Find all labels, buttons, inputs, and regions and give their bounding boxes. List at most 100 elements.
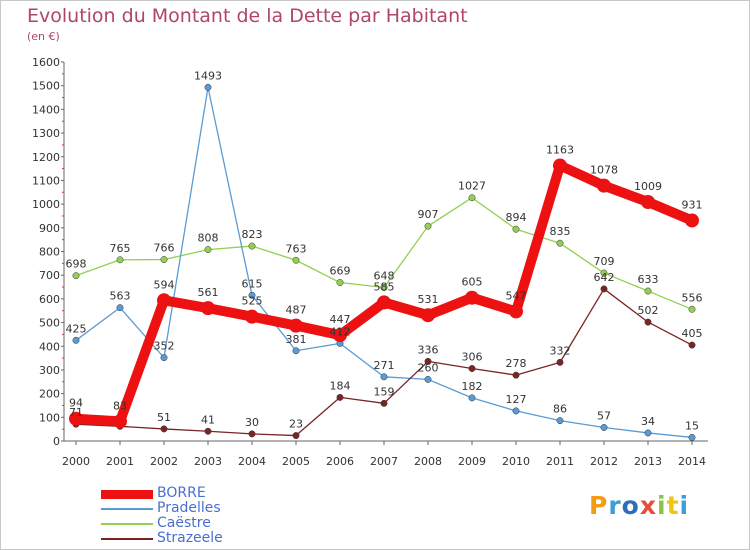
data-label-pradelles: 271 [374, 359, 395, 372]
data-label-pradelles: 615 [242, 277, 263, 290]
data-label-caëstre: 633 [638, 273, 659, 286]
data-label-strazeele: 184 [330, 379, 351, 392]
data-label-strazeele: 23 [289, 418, 303, 431]
chart-unit: (en €) [27, 30, 60, 43]
series-layer [69, 83, 699, 441]
data-label-strazeele: 71 [69, 406, 83, 419]
x-tick-label: 2000 [62, 455, 90, 468]
legend-swatch [101, 538, 153, 540]
logo-letter: i [657, 491, 667, 520]
y-tick-label: 200 [39, 388, 60, 401]
legend-swatch [101, 489, 153, 499]
data-point-borre [553, 158, 567, 173]
y-tick-label: 0 [53, 435, 60, 448]
data-label-caëstre: 556 [682, 291, 703, 304]
x-tick-label: 2005 [282, 455, 310, 468]
data-point-pradelles [72, 336, 80, 344]
data-point-strazeele [512, 371, 520, 379]
data-label-borre: 605 [462, 276, 483, 289]
data-label-borre: 447 [330, 313, 351, 326]
data-label-caëstre: 648 [374, 270, 395, 283]
data-point-caëstre [292, 256, 300, 264]
data-point-pradelles [116, 304, 124, 312]
data-label-caëstre: 698 [66, 258, 87, 271]
y-tick-label: 300 [39, 364, 60, 377]
data-point-caëstre [556, 239, 564, 247]
data-label-borre: 83 [113, 399, 127, 412]
data-label-pradelles: 1493 [194, 69, 222, 82]
data-label-borre: 487 [286, 304, 307, 317]
y-tick-label: 500 [39, 317, 60, 330]
data-point-pradelles [160, 354, 168, 362]
data-point-pradelles [644, 429, 652, 437]
data-point-pradelles [468, 394, 476, 402]
data-label-pradelles: 127 [506, 393, 527, 406]
data-point-borre [245, 309, 259, 324]
data-point-pradelles [380, 373, 388, 381]
data-point-strazeele [600, 285, 608, 293]
data-label-borre: 547 [506, 289, 527, 302]
x-tick-label: 2010 [502, 455, 530, 468]
data-label-caëstre: 766 [154, 242, 175, 255]
data-label-caëstre: 894 [506, 211, 527, 224]
y-tick-label: 700 [39, 269, 60, 282]
y-tick-label: 1300 [32, 127, 60, 140]
data-label-strazeele: 405 [682, 327, 703, 340]
data-label-borre: 931 [682, 198, 703, 211]
data-label-pradelles: 57 [597, 409, 611, 422]
data-point-borre [113, 414, 127, 429]
x-tick-label: 2012 [590, 455, 618, 468]
logo-letter: i [679, 491, 690, 520]
data-point-caëstre [160, 256, 168, 264]
data-label-borre: 525 [242, 295, 263, 308]
x-tick-label: 2013 [634, 455, 662, 468]
data-label-strazeele: 336 [418, 343, 439, 356]
data-label-caëstre: 907 [418, 208, 439, 221]
data-label-pradelles: 34 [641, 415, 655, 428]
data-labels: 94 83 594 561 525 487 447 585 531 605 547 1163 1078 1… [66, 69, 703, 432]
axes: 0 100 200 300 400 500 600 700 800 900 1000 1100 1200… [32, 56, 708, 468]
data-label-borre: 531 [418, 293, 439, 306]
data-point-borre [69, 411, 83, 426]
data-point-borre [289, 318, 303, 333]
y-tick-label: 100 [39, 411, 60, 424]
logo-letter: P [589, 491, 609, 520]
data-label-strazeele: 30 [245, 416, 259, 429]
x-tick-label: 2004 [238, 455, 266, 468]
data-label-caëstre: 835 [550, 225, 571, 238]
data-point-borre [509, 304, 523, 319]
data-label-pradelles: 182 [462, 380, 483, 393]
data-point-pradelles [556, 417, 564, 425]
data-label-pradelles: 15 [685, 419, 699, 432]
data-label-caëstre: 1027 [458, 180, 486, 193]
data-point-pradelles [248, 291, 256, 299]
data-label-borre: 561 [198, 286, 219, 299]
data-label-pradelles: 260 [418, 361, 439, 374]
data-point-caëstre [644, 287, 652, 295]
data-label-pradelles: 86 [553, 403, 567, 416]
data-point-borre [201, 301, 215, 316]
x-tick-label: 2001 [106, 455, 134, 468]
y-tick-label: 1500 [32, 80, 60, 93]
data-point-borre [685, 213, 699, 228]
data-label-borre: 94 [69, 397, 83, 410]
data-label-pradelles: 425 [66, 322, 87, 335]
legend-label: Caëstre [157, 515, 211, 531]
proxiti-logo: Proxiti [589, 491, 689, 520]
x-tick-label: 2002 [150, 455, 178, 468]
data-label-pradelles: 352 [154, 340, 175, 353]
data-label-caëstre: 765 [110, 242, 131, 255]
y-tick-label: 400 [39, 340, 60, 353]
x-tick-label: 2008 [414, 455, 442, 468]
data-point-pradelles [204, 83, 212, 91]
x-tick-label: 2011 [546, 455, 574, 468]
data-point-caëstre [424, 222, 432, 230]
data-point-borre [333, 328, 347, 343]
x-tick-label: 2007 [370, 455, 398, 468]
data-point-caëstre [600, 269, 608, 277]
y-tick-label: 1000 [32, 198, 60, 211]
data-point-strazeele [380, 399, 388, 407]
logo-letter: r [608, 491, 622, 520]
